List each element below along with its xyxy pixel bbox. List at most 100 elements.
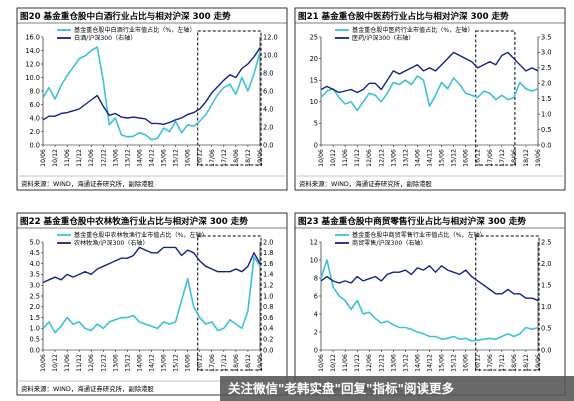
x-tick-label: 12/06 — [88, 149, 95, 167]
legend-label: 基金重仓股中商贸零售行业市值占比（%，左轴） — [352, 231, 486, 239]
x-tick-label: 13/12 — [124, 149, 131, 167]
left-tick-label: 2.0 — [30, 128, 41, 136]
series-share-line — [42, 256, 261, 334]
left-tick-label: 0.5 — [30, 336, 41, 344]
left-tick-label: 5 — [314, 120, 318, 128]
right-tick-label: 3.5 — [541, 33, 552, 41]
x-tick-label: 14/06 — [136, 354, 143, 372]
right-tick-label: 0.8 — [263, 303, 274, 311]
x-tick-label: 16/12 — [475, 149, 482, 167]
left-tick-label: 3.5 — [30, 271, 41, 279]
x-tick-label: 10/06 — [40, 149, 47, 167]
left-tick-label: 2 — [314, 328, 318, 336]
x-tick-label: 13/06 — [390, 354, 397, 372]
watermark-banner: 关注微信"老韩实盘"回复"指标"阅读更多 — [220, 376, 574, 401]
right-tick-label: 3.0 — [541, 49, 552, 57]
right-tick-label: 0.5 — [541, 126, 552, 134]
panel-title: 图22 基金重仓股中农林牧渔行业占比与相对沪深 300 走势 — [20, 215, 248, 227]
left-tick-label: 12 — [310, 238, 318, 246]
x-tick-label: 17/06 — [487, 354, 494, 372]
x-tick-label: 14/12 — [427, 149, 434, 167]
left-tick-label: 16.0 — [25, 33, 40, 41]
panel-2: 图21 基金重仓股中医药行业占比与相对沪深 300 走势资料来源：WIND，海通… — [294, 7, 566, 191]
right-tick-label: 0.6 — [263, 314, 274, 322]
x-tick-label: 15/06 — [161, 354, 168, 372]
x-tick-label: 16/12 — [197, 149, 204, 167]
x-tick-label: 15/12 — [173, 149, 180, 167]
panel-title: 图21 基金重仓股中医药行业占比与相对沪深 300 走势 — [298, 10, 509, 22]
x-tick-label: 18/12 — [523, 149, 530, 167]
x-tick-label: 17/12 — [221, 149, 228, 167]
left-tick-label: 0 — [314, 141, 318, 149]
left-tick-label: 14.0 — [25, 47, 40, 55]
right-tick-label: 0.0 — [541, 346, 552, 354]
x-tick-label: 16/06 — [185, 149, 192, 167]
panel-title: 图20 基金重仓股中白酒行业占比与相对沪深 300 走势 — [20, 10, 231, 22]
x-tick-label: 16/06 — [463, 149, 470, 167]
series-relative-line — [320, 51, 539, 94]
x-tick-label: 14/06 — [414, 149, 421, 167]
x-tick-label: 18/06 — [233, 354, 240, 372]
left-tick-label: 2.5 — [30, 292, 41, 300]
x-tick-label: 12/06 — [88, 354, 95, 372]
x-tick-label: 13/06 — [112, 149, 119, 167]
series-share-line — [320, 75, 539, 112]
x-tick-label: 18/12 — [245, 149, 252, 167]
left-tick-label: 10 — [310, 256, 318, 264]
legend-label: 农林牧渔/沪深300（右轴） — [74, 239, 149, 247]
legend-label: 基金重仓股中医药行业市值占比（%，左轴） — [352, 26, 474, 34]
right-tick-label: 2.5 — [541, 64, 552, 72]
right-tick-label: 1.0 — [263, 292, 274, 300]
right-tick-label: 0.0 — [263, 141, 274, 149]
x-tick-label: 13/06 — [112, 354, 119, 372]
x-tick-label: 12/12 — [100, 149, 107, 167]
legend-label: 基金重仓股中白酒行业市值占比（%，左轴） — [74, 26, 196, 34]
x-tick-label: 16/12 — [475, 354, 482, 372]
highlight-box — [197, 235, 262, 371]
left-tick-label: 0 — [314, 346, 318, 354]
right-tick-label: 2.0 — [541, 80, 552, 88]
series-relative-line — [42, 47, 261, 126]
right-tick-label: 10.0 — [263, 51, 278, 59]
x-tick-label: 13/12 — [402, 354, 409, 372]
x-tick-label: 19/06 — [535, 149, 542, 167]
x-tick-label: 15/06 — [439, 149, 446, 167]
panel-1: 图20 基金重仓股中白酒行业占比与相对沪深 300 走势资料来源：WIND，海通… — [16, 7, 288, 191]
left-tick-label: 1.0 — [30, 325, 41, 333]
x-tick-label: 15/12 — [173, 354, 180, 372]
left-tick-label: 4.0 — [30, 260, 41, 268]
x-tick-label: 10/06 — [40, 354, 47, 372]
left-tick-label: 20 — [310, 55, 318, 63]
x-tick-label: 12/06 — [366, 149, 373, 167]
left-tick-label: 3.0 — [30, 282, 41, 290]
legend-label: 白酒/沪深300（右轴） — [74, 34, 136, 42]
right-tick-label: 1.5 — [541, 282, 552, 290]
left-tick-label: 4.5 — [30, 249, 41, 257]
x-tick-label: 11/06 — [64, 149, 71, 167]
left-tick-label: 6.0 — [30, 101, 41, 109]
right-tick-label: 1.0 — [541, 110, 552, 118]
left-tick-label: 10 — [310, 98, 318, 106]
panel-4: 图23 基金重仓股中商贸零售行业占比与相对沪深 300 走势资料来源：WIND，… — [294, 212, 566, 396]
highlight-box — [475, 235, 540, 371]
x-tick-label: 13/12 — [402, 149, 409, 167]
x-tick-label: 18/06 — [511, 354, 518, 372]
left-tick-label: 1.5 — [30, 314, 41, 322]
x-tick-label: 10/12 — [52, 354, 59, 372]
panel-frame — [16, 7, 288, 191]
x-tick-label: 12/12 — [378, 149, 385, 167]
x-tick-label: 14/06 — [136, 149, 143, 167]
panel-source: 资料来源：WIND，海通证券研究所，副除港股 — [21, 384, 155, 393]
x-tick-label: 13/12 — [124, 354, 131, 372]
left-tick-label: 4 — [314, 310, 318, 318]
panel-source: 资料来源：WIND，海通证券研究所，副除港股 — [21, 179, 155, 188]
x-tick-label: 17/12 — [221, 354, 228, 372]
x-tick-label: 15/06 — [439, 354, 446, 372]
panel-source: 资料来源：WIND，海通证券研究所，副除港股 — [299, 179, 433, 188]
x-tick-label: 15/12 — [451, 149, 458, 167]
x-tick-label: 14/12 — [427, 354, 434, 372]
right-tick-label: 1.8 — [263, 249, 274, 257]
legend-label: 商贸零售/沪深300（右轴） — [352, 239, 427, 247]
x-tick-label: 17/06 — [209, 354, 216, 372]
